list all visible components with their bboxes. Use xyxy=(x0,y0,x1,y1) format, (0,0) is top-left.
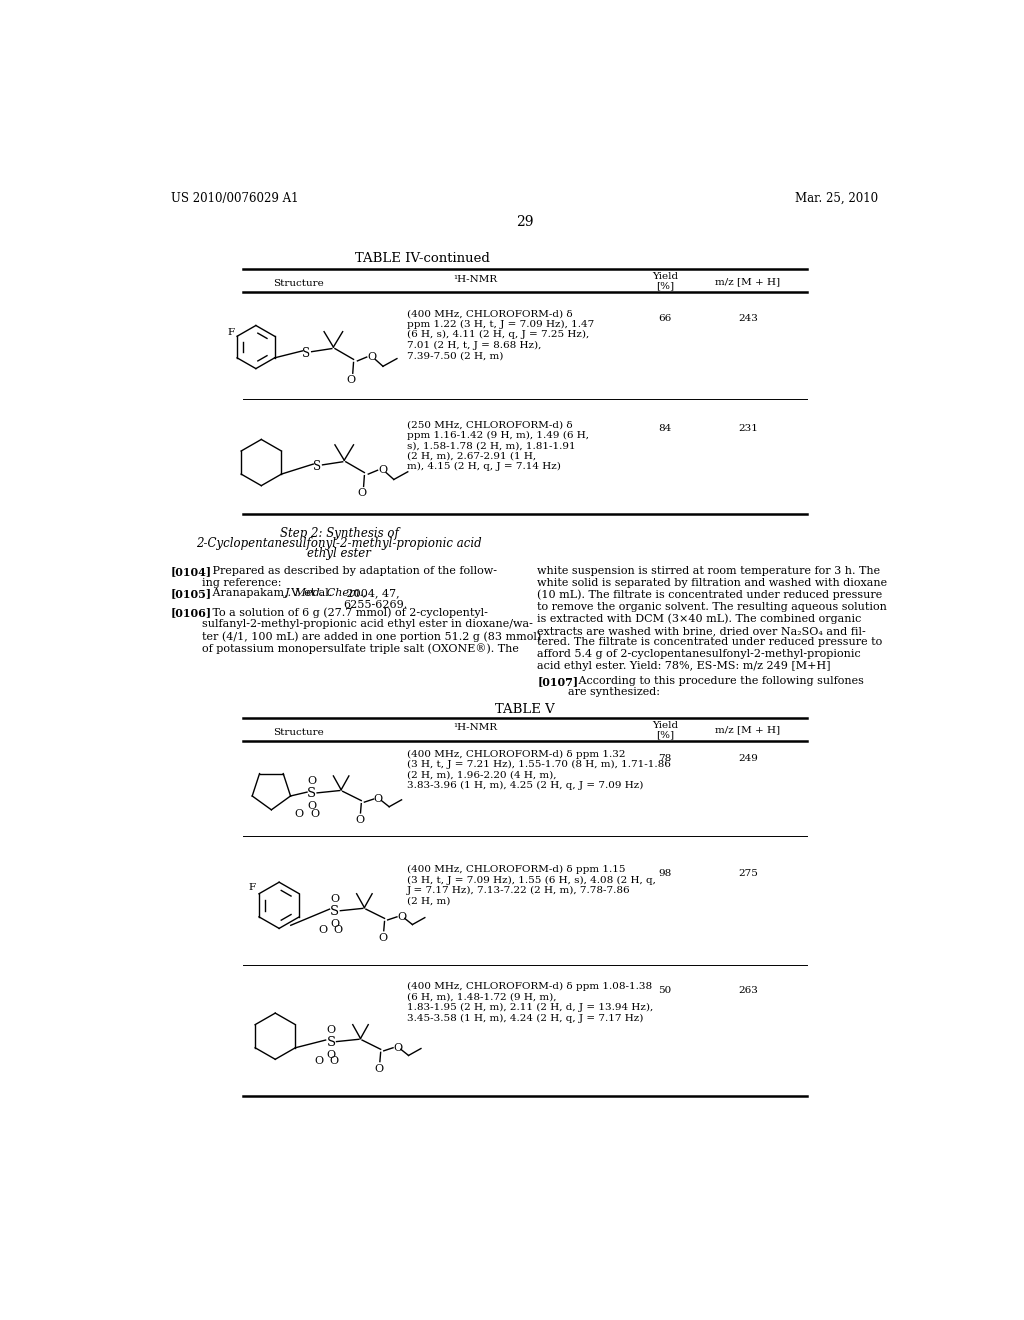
Text: S: S xyxy=(331,906,340,917)
Text: ¹H-NMR: ¹H-NMR xyxy=(454,275,498,284)
Text: Mar. 25, 2010: Mar. 25, 2010 xyxy=(795,191,879,205)
Text: [%]: [%] xyxy=(656,730,674,739)
Text: [0107]: [0107] xyxy=(538,676,579,686)
Text: 275: 275 xyxy=(738,869,758,878)
Text: 50: 50 xyxy=(658,986,672,995)
Text: S: S xyxy=(302,347,310,360)
Text: 263: 263 xyxy=(738,986,758,995)
Text: O: O xyxy=(374,795,383,804)
Text: 249: 249 xyxy=(738,754,758,763)
Text: O: O xyxy=(307,801,316,810)
Text: (400 MHz, CHLOROFORM-d) δ ppm 1.08-1.38
(6 H, m), 1.48-1.72 (9 H, m),
1.83-1.95 : (400 MHz, CHLOROFORM-d) δ ppm 1.08-1.38 … xyxy=(407,982,653,1023)
Text: F: F xyxy=(227,327,234,337)
Text: O: O xyxy=(331,919,340,929)
Text: 29: 29 xyxy=(516,215,534,228)
Text: O: O xyxy=(379,465,387,475)
Text: 2004, 47,
6255-6269.: 2004, 47, 6255-6269. xyxy=(343,589,408,610)
Text: Structure: Structure xyxy=(273,727,324,737)
Text: 84: 84 xyxy=(658,424,672,433)
Text: 78: 78 xyxy=(658,754,672,763)
Text: O: O xyxy=(318,925,327,935)
Text: (400 MHz, CHLOROFORM-d) δ ppm 1.32
(3 H, t, J = 7.21 Hz), 1.55-1.70 (8 H, m), 1.: (400 MHz, CHLOROFORM-d) δ ppm 1.32 (3 H,… xyxy=(407,750,671,791)
Text: (250 MHz, CHLOROFORM-d) δ
ppm 1.16-1.42 (9 H, m), 1.49 (6 H,
s), 1.58-1.78 (2 H,: (250 MHz, CHLOROFORM-d) δ ppm 1.16-1.42 … xyxy=(407,420,589,471)
Text: S: S xyxy=(327,1036,336,1049)
Text: O: O xyxy=(347,375,355,385)
Text: O: O xyxy=(331,894,340,904)
Text: To a solution of 6 g (27.7 mmol) of 2-cyclopentyl-
sulfanyl-2-methyl-propionic a: To a solution of 6 g (27.7 mmol) of 2-cy… xyxy=(202,607,541,655)
Text: 66: 66 xyxy=(658,314,672,323)
Text: 2-Cyclopentanesulfonyl-2-methyl-propionic acid: 2-Cyclopentanesulfonyl-2-methyl-propioni… xyxy=(197,537,482,550)
Text: O: O xyxy=(379,933,387,942)
Text: Prepared as described by adaptation of the follow-
ing reference:: Prepared as described by adaptation of t… xyxy=(202,566,497,589)
Text: 243: 243 xyxy=(738,314,758,323)
Text: US 2010/0076029 A1: US 2010/0076029 A1 xyxy=(171,191,298,205)
Text: ¹H-NMR: ¹H-NMR xyxy=(454,723,498,731)
Text: O: O xyxy=(375,1064,384,1073)
Text: J. Med. Chem.,: J. Med. Chem., xyxy=(286,589,368,598)
Text: O: O xyxy=(355,814,365,825)
Text: S: S xyxy=(313,459,322,473)
Text: 231: 231 xyxy=(738,424,758,433)
Text: O: O xyxy=(330,1056,339,1065)
Text: O: O xyxy=(295,809,304,820)
Text: m/z [M + H]: m/z [M + H] xyxy=(716,277,780,286)
Text: O: O xyxy=(307,776,316,787)
Text: m/z [M + H]: m/z [M + H] xyxy=(716,725,780,734)
Text: O: O xyxy=(397,912,407,921)
Text: O: O xyxy=(357,488,367,499)
Text: Step 2: Synthesis of: Step 2: Synthesis of xyxy=(280,527,398,540)
Text: According to this procedure the following sulfones
are synthesized:: According to this procedure the followin… xyxy=(568,676,864,697)
Text: (400 MHz, CHLOROFORM-d) δ ppm 1.15
(3 H, t, J = 7.09 Hz), 1.55 (6 H, s), 4.08 (2: (400 MHz, CHLOROFORM-d) δ ppm 1.15 (3 H,… xyxy=(407,866,656,906)
Text: O: O xyxy=(327,1049,336,1060)
Text: [0106]: [0106] xyxy=(171,607,212,618)
Text: TABLE IV-continued: TABLE IV-continued xyxy=(355,252,489,265)
Text: [0105]: [0105] xyxy=(171,589,212,599)
Text: O: O xyxy=(314,1056,324,1065)
Text: (400 MHz, CHLOROFORM-d) δ
ppm 1.22 (3 H, t, J = 7.09 Hz), 1.47
(6 H, s), 4.11 (2: (400 MHz, CHLOROFORM-d) δ ppm 1.22 (3 H,… xyxy=(407,309,594,360)
Text: 98: 98 xyxy=(658,869,672,878)
Text: ethyl ester: ethyl ester xyxy=(307,546,371,560)
Text: Yield: Yield xyxy=(652,721,678,730)
Text: [0104]: [0104] xyxy=(171,566,212,578)
Text: [%]: [%] xyxy=(656,281,674,290)
Text: O: O xyxy=(310,809,319,820)
Text: O: O xyxy=(393,1043,402,1053)
Text: Aranapakam, V. et al.: Aranapakam, V. et al. xyxy=(202,589,336,598)
Text: S: S xyxy=(307,787,316,800)
Text: TABLE V: TABLE V xyxy=(495,704,555,717)
Text: O: O xyxy=(327,1026,336,1035)
Text: Yield: Yield xyxy=(652,272,678,281)
Text: F: F xyxy=(249,883,256,892)
Text: O: O xyxy=(334,925,343,935)
Text: O: O xyxy=(368,352,377,362)
Text: white suspension is stirred at room temperature for 3 h. The
white solid is sepa: white suspension is stirred at room temp… xyxy=(538,566,888,671)
Text: Structure: Structure xyxy=(273,279,324,288)
